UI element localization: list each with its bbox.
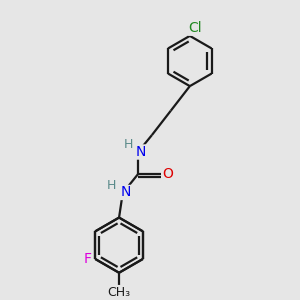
- Text: O: O: [162, 167, 173, 181]
- Text: F: F: [83, 252, 92, 266]
- Text: H: H: [124, 138, 133, 151]
- Text: CH₃: CH₃: [107, 286, 130, 298]
- Text: Cl: Cl: [188, 21, 202, 35]
- Text: N: N: [121, 185, 131, 200]
- Text: H: H: [106, 179, 116, 192]
- Text: N: N: [136, 145, 146, 159]
